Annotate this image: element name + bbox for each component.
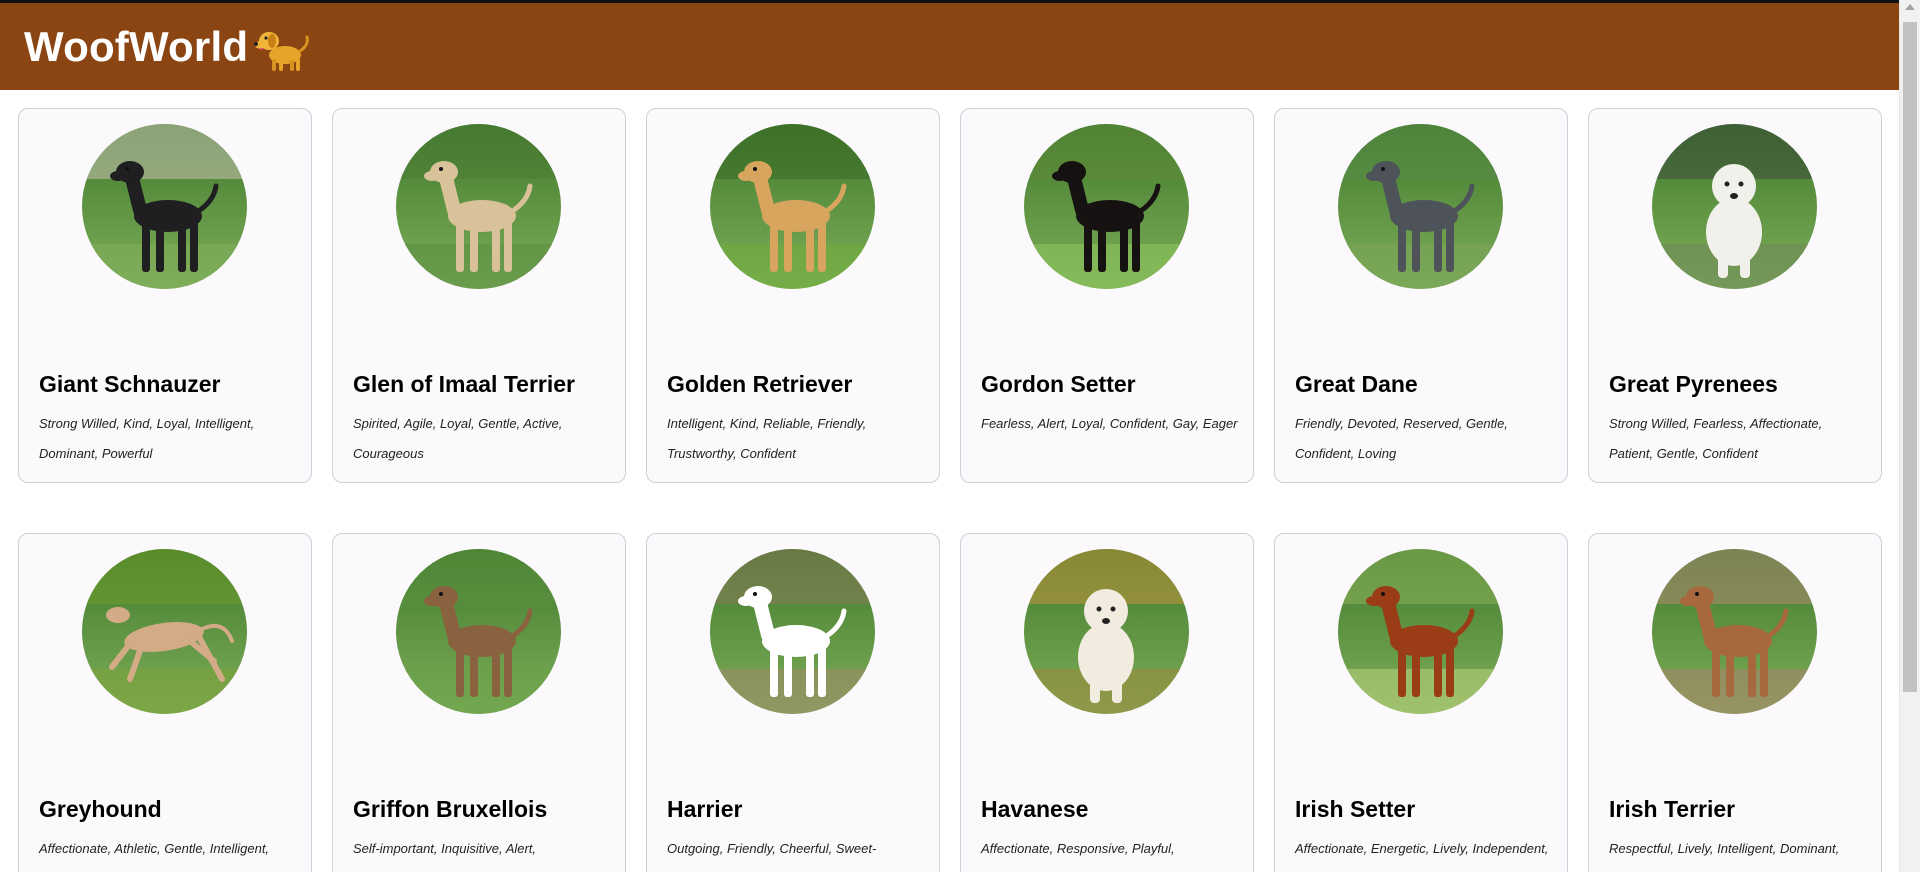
breed-name: Irish Setter bbox=[1295, 796, 1416, 822]
breed-card[interactable]: Glen of Imaal Terrier Spirited, Agile, Lo… bbox=[332, 108, 626, 483]
breed-photo[interactable] bbox=[82, 124, 247, 289]
breed-card[interactable]: Irish Setter Affectionate, Energetic, Liv… bbox=[1274, 533, 1568, 872]
breed-photo[interactable] bbox=[710, 124, 875, 289]
breed-name: Irish Terrier bbox=[1609, 796, 1736, 822]
breed-traits: Strong Willed, Fearless, Affectionate, P… bbox=[1609, 416, 1823, 461]
breed-name: Great Dane bbox=[1295, 371, 1418, 397]
breed-traits: Fearless, Alert, Loyal, Confident, Gay, … bbox=[981, 416, 1238, 431]
breed-card[interactable]: Irish Terrier Respectful, Lively, Intelli… bbox=[1588, 533, 1882, 872]
breed-card[interactable]: Greyhound Affectionate, Athletic, Gentle,… bbox=[18, 533, 312, 872]
breed-photo[interactable] bbox=[1338, 124, 1503, 289]
breed-name: Harrier bbox=[667, 796, 743, 822]
breed-card[interactable]: Great Pyrenees Strong Willed, Fearless, A… bbox=[1588, 108, 1882, 483]
breed-traits: Respectful, Lively, Intelligent, Dominan… bbox=[1609, 841, 1840, 872]
breed-traits: Affectionate, Energetic, Lively, Indepen… bbox=[1295, 841, 1549, 872]
breed-name: Greyhound bbox=[39, 796, 162, 822]
scroll-up-icon[interactable] bbox=[1905, 4, 1915, 10]
breed-name: Great Pyrenees bbox=[1609, 371, 1778, 397]
breed-traits: Outgoing, Friendly, Cheerful, Sweet-Temp… bbox=[667, 841, 877, 872]
breed-card[interactable]: Gordon Setter Fearless, Alert, Loyal, Con… bbox=[960, 108, 1254, 483]
breed-card[interactable]: Giant Schnauzer Strong Willed, Kind, Loya… bbox=[18, 108, 312, 483]
breed-photo[interactable] bbox=[396, 124, 561, 289]
breed-card[interactable]: Griffon Bruxellois Self-important, Inquis… bbox=[332, 533, 626, 872]
site-title[interactable]: WoofWorld bbox=[24, 22, 249, 70]
breed-card[interactable]: Havanese Affectionate, Responsive, Playfu… bbox=[960, 533, 1254, 872]
breed-photo[interactable] bbox=[1652, 124, 1817, 289]
golden-dog-icon bbox=[252, 17, 312, 77]
breed-photo[interactable] bbox=[1024, 549, 1189, 714]
breed-photo[interactable] bbox=[1338, 549, 1503, 714]
breed-photo[interactable] bbox=[82, 549, 247, 714]
breed-photo[interactable] bbox=[710, 549, 875, 714]
breed-name: Gordon Setter bbox=[981, 371, 1136, 397]
breed-traits: Affectionate, Responsive, Playful, Compa… bbox=[981, 841, 1180, 872]
breed-name: Giant Schnauzer bbox=[39, 371, 221, 397]
breed-photo[interactable] bbox=[1652, 549, 1817, 714]
breed-traits: Intelligent, Kind, Reliable, Friendly, T… bbox=[667, 416, 867, 461]
breed-traits: Affectionate, Athletic, Gentle, Intellig… bbox=[39, 841, 270, 872]
breed-traits: Self-important, Inquisitive, Alert, Comp… bbox=[353, 841, 562, 872]
vertical-scrollbar[interactable] bbox=[1899, 0, 1920, 872]
breed-card[interactable]: Great Dane Friendly, Devoted, Reserved, G… bbox=[1274, 108, 1568, 483]
breed-card[interactable]: Harrier Outgoing, Friendly, Cheerful, Swe… bbox=[646, 533, 940, 872]
breed-grid: Giant Schnauzer Strong Willed, Kind, Loya… bbox=[18, 108, 1882, 872]
scrollbar-thumb[interactable] bbox=[1903, 22, 1917, 692]
breed-traits: Spirited, Agile, Loyal, Gentle, Active, … bbox=[353, 416, 563, 461]
breed-photo[interactable] bbox=[1024, 124, 1189, 289]
breed-traits: Friendly, Devoted, Reserved, Gentle, Con… bbox=[1295, 416, 1508, 461]
breed-name: Havanese bbox=[981, 796, 1089, 822]
breed-name: Glen of Imaal Terrier bbox=[353, 371, 575, 397]
breed-card[interactable]: Golden Retriever Intelligent, Kind, Relia… bbox=[646, 108, 940, 483]
site-header: WoofWorld bbox=[0, 0, 1899, 90]
breed-photo[interactable] bbox=[396, 549, 561, 714]
breed-name: Golden Retriever bbox=[667, 371, 853, 397]
breed-name: Griffon Bruxellois bbox=[353, 796, 548, 822]
breed-traits: Strong Willed, Kind, Loyal, Intelligent,… bbox=[39, 416, 255, 461]
